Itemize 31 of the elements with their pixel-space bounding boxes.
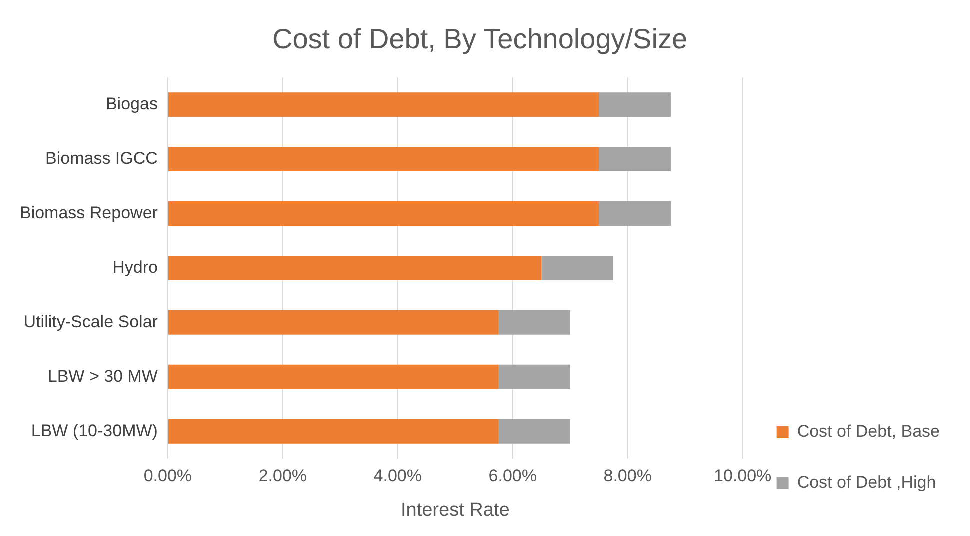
bar <box>498 419 570 444</box>
bar <box>498 310 570 335</box>
y-tick-label: Hydro <box>112 258 158 277</box>
x-tick-label: 10.00% <box>714 466 772 486</box>
bar <box>168 92 600 118</box>
legend-label: Cost of Debt, Base <box>797 422 940 442</box>
x-tick-label: 2.00% <box>258 466 308 486</box>
y-tick-label: Biomass Repower <box>20 203 158 222</box>
bar <box>599 201 671 226</box>
y-tick-label: Biogas <box>106 94 158 114</box>
x-tick-label: 8.00% <box>604 466 652 486</box>
y-tick-label: Biomass IGCC <box>46 148 158 168</box>
bar <box>168 364 498 390</box>
bar <box>168 147 600 172</box>
legend-label: Cost of Debt ,High <box>797 473 936 492</box>
bar <box>168 256 542 280</box>
bar <box>168 201 600 226</box>
y-tick-label: LBW (10-30MW) <box>31 421 158 440</box>
chart-title: Cost of Debt, By Technology/Size <box>272 24 688 55</box>
y-tick-label: LBW > 30 MW <box>48 366 158 386</box>
x-axis-title: Interest Rate <box>400 500 510 521</box>
bar <box>599 92 671 118</box>
x-tick-label: 0.00% <box>144 466 192 486</box>
bar <box>542 256 614 280</box>
x-tick-label: 6.00% <box>488 466 537 486</box>
bar <box>498 364 570 390</box>
y-tick-label: Utility-Scale Solar <box>24 312 158 332</box>
bar <box>599 147 671 172</box>
x-tick-label: 4.00% <box>374 466 422 486</box>
bar <box>168 419 498 444</box>
bar <box>168 310 498 335</box>
